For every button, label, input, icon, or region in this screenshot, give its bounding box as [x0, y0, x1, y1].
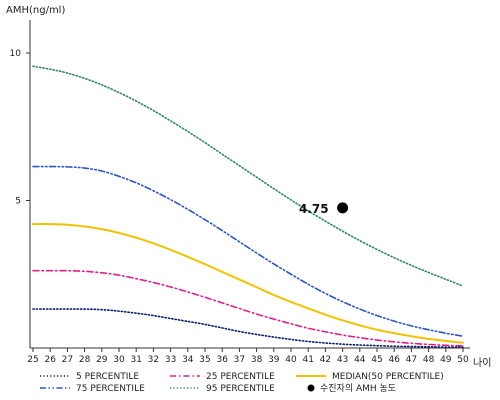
legend-label-0: 5 PERCENTILE — [76, 372, 139, 382]
y-tick-label: 5 — [15, 197, 21, 207]
x-tick-label: 34 — [182, 355, 194, 365]
series-line-1 — [32, 269, 464, 347]
series-line-3 — [32, 165, 464, 337]
x-tick-label: 45 — [371, 355, 382, 365]
x-tick-label: 49 — [440, 355, 452, 365]
patient-amh-value-label: 4.75 — [299, 202, 329, 216]
series-line-4 — [32, 65, 464, 287]
x-tick-label: 27 — [62, 355, 73, 365]
x-tick-label: 29 — [96, 355, 108, 365]
x-tick-label: 32 — [148, 355, 159, 365]
x-tick-label: 37 — [234, 355, 245, 365]
x-tick-label: 42 — [320, 355, 331, 365]
x-tick-label: 35 — [199, 355, 210, 365]
legend: 5 PERCENTILE 25 PERCENTILE MEDIAN(50 PERCE… — [40, 372, 444, 394]
x-tick-label: 31 — [130, 355, 141, 365]
x-axis-title: 나이 — [473, 357, 491, 369]
x-tick-label: 38 — [251, 355, 263, 365]
series-lines — [32, 65, 464, 348]
series-line-0 — [32, 308, 464, 348]
x-tick-label: 44 — [354, 355, 366, 365]
patient-marker: 4.75 — [299, 202, 349, 216]
y-axis-title: AMH(ng/ml) — [6, 5, 65, 16]
patient-amh-point — [337, 202, 349, 214]
x-tick-label: 48 — [423, 355, 435, 365]
legend-marker-label: 수진자의 AMH 농도 — [320, 383, 396, 394]
x-tick-label: 30 — [113, 355, 125, 365]
y-ticks: 5 10 — [10, 49, 30, 207]
series-line-2 — [32, 223, 464, 344]
legend-label-2: MEDIAN(50 PERCENTILE) — [332, 372, 444, 382]
x-tick-label: 36 — [216, 355, 228, 365]
x-tick-label: 26 — [44, 355, 56, 365]
x-tick-label: 50 — [457, 355, 469, 365]
x-tick-label: 39 — [268, 355, 280, 365]
x-tick-label: 33 — [165, 355, 176, 365]
legend-label-1: 25 PERCENTILE — [206, 372, 275, 382]
x-tick-label: 40 — [285, 355, 297, 365]
x-tick-label: 25 — [27, 355, 38, 365]
x-tick-label: 46 — [388, 355, 400, 365]
legend-label-4: 95 PERCENTILE — [206, 384, 275, 394]
legend-marker-swatch — [307, 384, 315, 392]
x-tick-label: 47 — [406, 355, 417, 365]
x-tick-label: 43 — [337, 355, 348, 365]
x-tick-label: 28 — [79, 355, 91, 365]
legend-label-3: 75 PERCENTILE — [76, 384, 145, 394]
x-tick-label: 41 — [302, 355, 313, 365]
axes — [29, 20, 470, 349]
y-tick-label: 10 — [10, 49, 22, 59]
x-ticks: 25 26 27 28 29 30 31 32 33 34 35 36 37 38 39 40 41 42 43 44… — [27, 348, 469, 365]
